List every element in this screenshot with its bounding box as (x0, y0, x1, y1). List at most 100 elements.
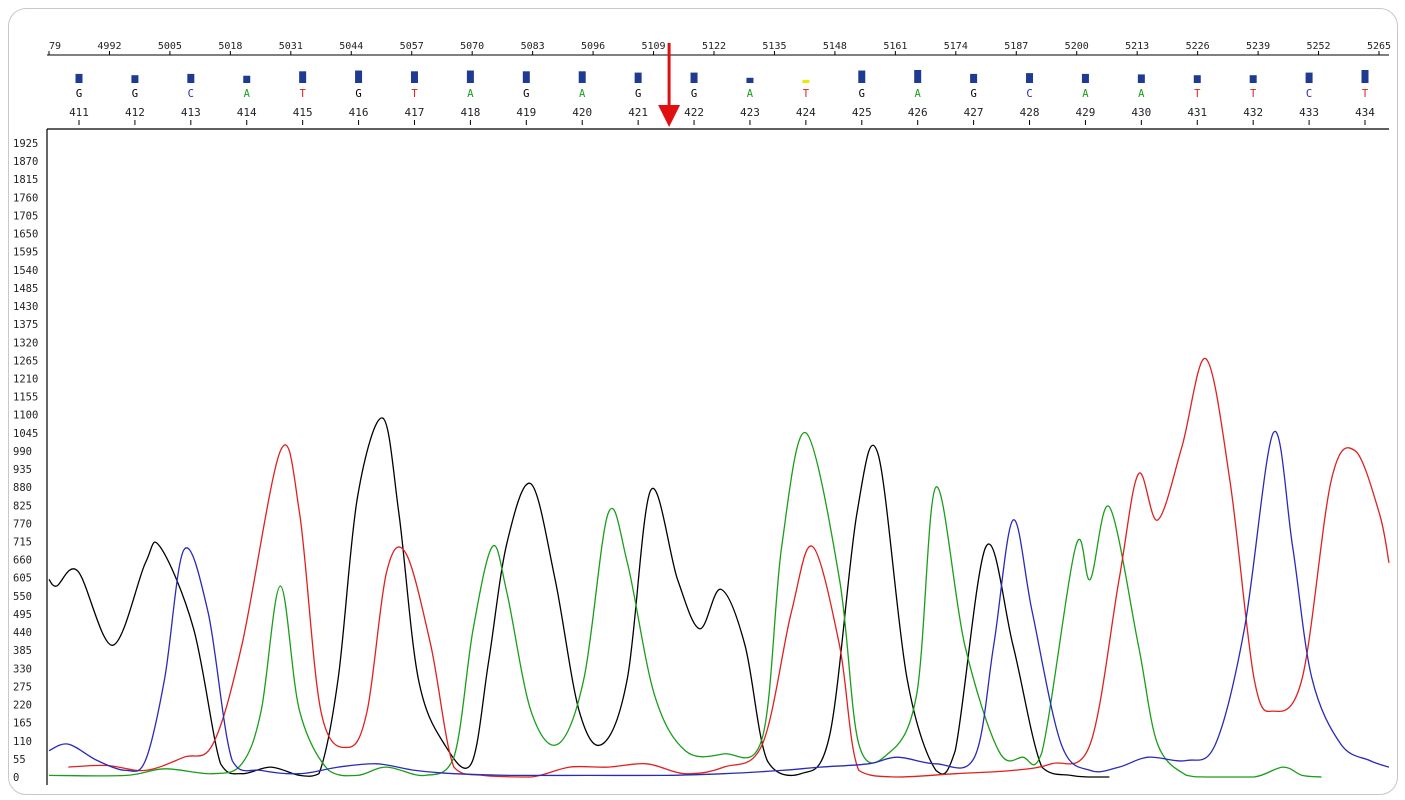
trace-c (48, 430, 1390, 777)
scan-tick-label: 5226 (1186, 41, 1210, 52)
quality-bar (1361, 70, 1369, 83)
scan-tick-label: 5057 (400, 41, 424, 52)
position-label: 426 (908, 106, 928, 119)
y-tick-label: 0 (13, 772, 19, 784)
position-label: 418 (460, 106, 480, 119)
position-label: 412 (125, 106, 145, 119)
y-tick-label: 1925 (13, 138, 38, 150)
scan-tick-label: 5018 (218, 41, 242, 52)
y-tick-label: 1210 (13, 373, 38, 385)
position-label: 430 (1131, 106, 1151, 119)
base-call-letter: T (299, 88, 306, 100)
position-label: 420 (572, 106, 592, 119)
quality-bar (1305, 72, 1313, 83)
y-tick-label: 275 (13, 681, 32, 693)
quality-bar (578, 71, 586, 83)
y-tick-label: 880 (13, 482, 32, 494)
y-tick-label: 1595 (13, 247, 38, 259)
y-tick-label: 770 (13, 518, 32, 530)
quality-bar (1081, 73, 1089, 83)
scan-tick-label: 4992 (97, 41, 121, 52)
quality-bar (690, 72, 698, 83)
y-tick-label: 385 (13, 645, 32, 657)
scan-tick-label: 5005 (158, 41, 182, 52)
base-call-header: 79 4992 5005 5018 5031 5044 5057 5070 5083 5096 51… (47, 41, 1391, 130)
y-tick-label: 440 (13, 627, 32, 639)
y-tick-label: 1320 (13, 337, 38, 349)
quality-bar (1249, 75, 1257, 83)
quality-bar (243, 75, 251, 83)
position-label: 415 (293, 106, 313, 119)
trace-plot (48, 358, 1390, 778)
position-label: 434 (1355, 106, 1375, 119)
y-tick-label: 110 (13, 736, 32, 748)
base-call-letter: T (1362, 88, 1369, 100)
base-call-letter: T (1250, 88, 1257, 100)
position-label: 419 (516, 106, 536, 119)
base-call-letter: T (411, 88, 418, 100)
trace-t (68, 358, 1390, 778)
y-tick-label: 330 (13, 663, 32, 675)
base-call-letter: G (970, 88, 976, 100)
quality-bar (1026, 73, 1034, 83)
y-axis: 0 55 110 165 220 275 330 385 440 495 550 605 660 715 7… (13, 129, 48, 785)
scan-tick-label: 5031 (279, 41, 303, 52)
y-tick-label: 1100 (13, 410, 38, 422)
base-call-letter: A (747, 88, 754, 100)
quality-bar (355, 70, 363, 83)
position-label: 417 (405, 106, 425, 119)
quality-bar (466, 70, 474, 83)
quality-bar (802, 79, 810, 83)
base-call-letter: A (244, 88, 251, 100)
base-call-letter: C (1306, 88, 1312, 100)
y-tick-label: 165 (13, 718, 32, 730)
position-label: 416 (349, 106, 369, 119)
scan-tick-label: 5252 (1306, 41, 1330, 52)
quality-bar (634, 72, 642, 83)
quality-bar (746, 77, 754, 83)
chromatogram-chart: 0 55 110 165 220 275 330 385 440 495 550 605 660 715 7… (13, 41, 1391, 785)
scan-tick-label: 5161 (883, 41, 907, 52)
scan-tick-label: 5070 (460, 41, 484, 52)
y-tick-label: 1870 (13, 156, 38, 168)
y-tick-label: 1375 (13, 319, 38, 331)
base-call-letter: G (355, 88, 361, 100)
base-call-letter: G (635, 88, 641, 100)
scan-tick-label: 5122 (702, 41, 726, 52)
scan-tick-label: 5148 (823, 41, 847, 52)
chromatogram-frame: 0 55 110 165 220 275 330 385 440 495 550 605 660 715 7… (8, 8, 1398, 795)
base-call-letter: C (1026, 88, 1032, 100)
position-label: 425 (852, 106, 872, 119)
quality-bar (75, 73, 83, 83)
scan-tick-label: 79 (49, 41, 61, 52)
scan-tick-label: 5174 (944, 41, 968, 52)
scan-tick-label: 5044 (339, 41, 363, 52)
scan-tick-label: 5213 (1125, 41, 1149, 52)
position-label: 428 (1020, 106, 1040, 119)
y-tick-label: 495 (13, 609, 32, 621)
base-call-letter: T (1194, 88, 1201, 100)
y-tick-label: 220 (13, 700, 32, 712)
y-tick-label: 1540 (13, 265, 38, 277)
scan-tick-label: 5239 (1246, 41, 1270, 52)
base-call-letter: T (803, 88, 810, 100)
y-tick-label: 825 (13, 500, 32, 512)
scan-tick-label: 5083 (521, 41, 545, 52)
quality-bar (187, 73, 195, 83)
quality-bar (410, 71, 418, 83)
base-call-letter: G (691, 88, 697, 100)
scan-tick-label: 5109 (641, 41, 665, 52)
y-tick-label: 715 (13, 537, 32, 549)
y-tick-label: 1650 (13, 229, 38, 241)
base-call-letter: A (1138, 88, 1145, 100)
position-label: 413 (181, 106, 201, 119)
scan-tick-label: 5265 (1367, 41, 1391, 52)
base-call-letter: A (915, 88, 922, 100)
position-label: 427 (964, 106, 984, 119)
position-marker (658, 43, 681, 127)
position-label: 421 (628, 106, 648, 119)
position-label: 431 (1187, 106, 1207, 119)
y-tick-label: 935 (13, 464, 32, 476)
quality-bar (858, 70, 866, 83)
scan-tick-label: 5187 (1004, 41, 1028, 52)
